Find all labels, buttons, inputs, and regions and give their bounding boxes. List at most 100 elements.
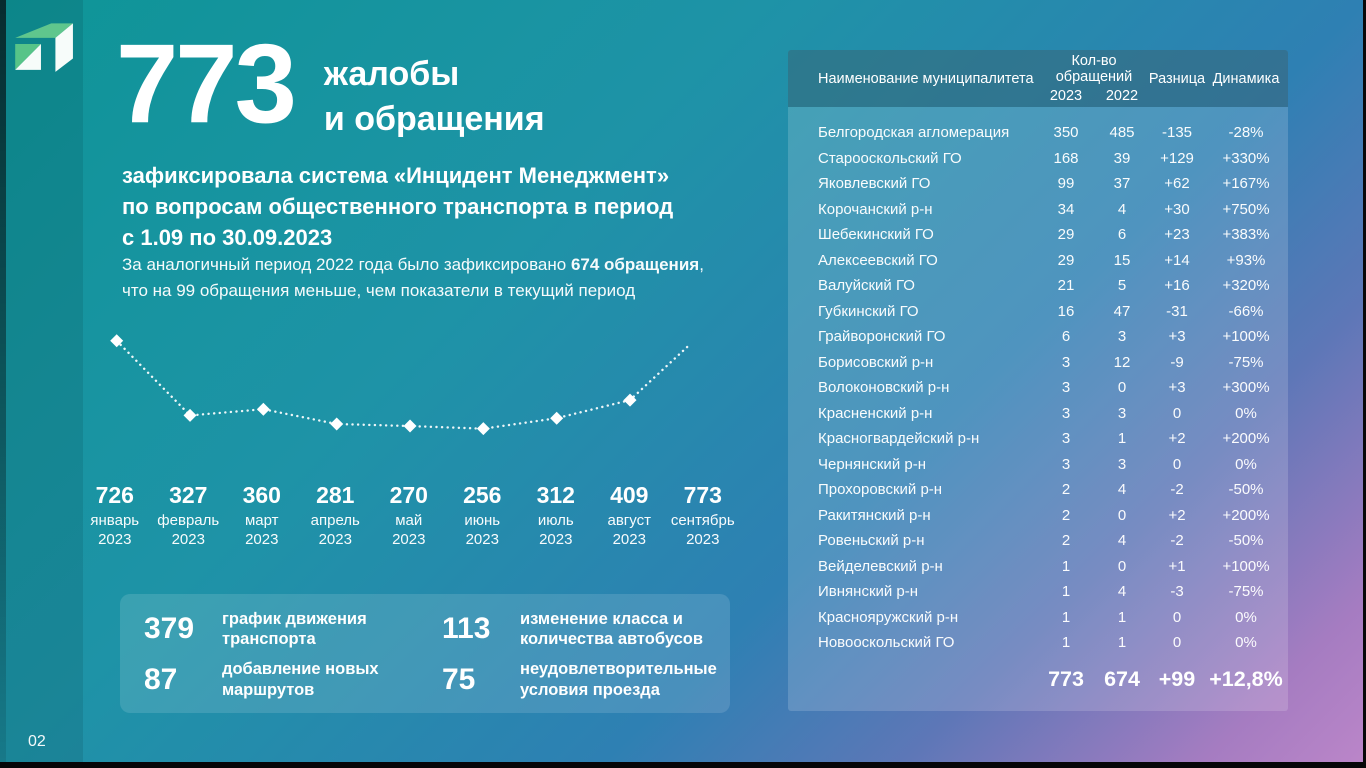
row-dynamics: -75% [1228, 353, 1264, 371]
month-name: февраль [157, 512, 220, 530]
data-point-diamond [256, 402, 270, 416]
row-2022: 5 [1117, 277, 1127, 295]
row-difference: +3 [1168, 328, 1186, 346]
row-municipality: Красненский р-н [818, 404, 933, 422]
stat-value: 379 [144, 612, 195, 646]
table-row: Новооскольский ГО 1 1 0 0% [788, 630, 1288, 656]
row-dynamics: +167% [1222, 175, 1270, 193]
headline-label: жалобы и обращения [324, 52, 545, 142]
row-municipality: Ракитянский р-н [818, 506, 931, 524]
row-municipality: Красногвардейский р-н [818, 430, 980, 448]
month-label: 256 июнь 2023 [446, 482, 520, 550]
headline: 773 жалобы и обращения [116, 28, 545, 142]
table-body: Белгородская агломерация 350 485 -135 -2… [788, 107, 1288, 656]
month-label: 281 апрель 2023 [299, 482, 373, 550]
table-row: Старооскольский ГО 168 39 +129 +330% [788, 146, 1288, 172]
comparison-note: За аналогичный период 2022 года было заф… [122, 255, 704, 300]
table-row: Шебекинский ГО 29 6 +23 +383% [788, 222, 1288, 248]
row-2023: 2 [1061, 481, 1071, 499]
row-municipality: Корочанский р-н [818, 200, 933, 218]
row-municipality: Борисовский р-н [818, 353, 934, 371]
row-2022: 4 [1117, 200, 1127, 218]
left-margin-shade [0, 0, 83, 768]
month-value: 726 [95, 482, 134, 508]
row-2022: 6 [1117, 226, 1127, 244]
row-dynamics: -75% [1228, 583, 1264, 601]
data-point-diamond [623, 393, 637, 407]
stat-item: 113 изменение класса и количества автобу… [442, 604, 730, 655]
table-row: Корочанский р-н 34 4 +30 +750% [788, 197, 1288, 223]
month-year: 2023 [612, 531, 646, 549]
stat-value: 113 [442, 612, 491, 646]
row-dynamics: +750% [1222, 200, 1270, 218]
stat-item: 379 график движения транспорта [144, 604, 432, 655]
headline-number: 773 [116, 21, 297, 146]
table-row: Валуйский ГО 21 5 +16 +320% [788, 273, 1288, 299]
row-difference: +2 [1168, 506, 1186, 524]
header-year-2022: 2022 [1105, 88, 1139, 104]
row-2023: 6 [1061, 328, 1071, 346]
month-year: 2023 [245, 531, 279, 549]
month-year: 2023 [465, 531, 499, 549]
month-name: апрель [310, 512, 360, 530]
row-difference: -9 [1170, 353, 1184, 371]
row-difference: -135 [1161, 124, 1193, 142]
row-municipality: Шебекинский ГО [818, 226, 934, 244]
cube-logo-icon [15, 23, 73, 72]
month-year: 2023 [318, 531, 352, 549]
table-row: Алексеевский ГО 29 15 +14 +93% [788, 248, 1288, 274]
row-2022: 3 [1117, 404, 1127, 422]
row-2023: 3 [1061, 353, 1071, 371]
data-point-diamond [110, 334, 124, 348]
row-2023: 21 [1057, 277, 1075, 295]
monthly-line-chart [110, 334, 689, 436]
row-2023: 34 [1057, 200, 1075, 218]
header-appeals-group: Кол-во обращений 2023 2022 [1038, 50, 1150, 107]
header-dynamics: Динамика [1212, 70, 1280, 87]
row-difference: +62 [1164, 175, 1190, 193]
subtitle-line1: зафиксировала система «Инцидент Менеджме… [122, 163, 670, 188]
row-2022: 0 [1117, 506, 1127, 524]
note-bold-value: 674 обращения [570, 255, 700, 274]
stat-label: добавление новых маршрутов [222, 660, 379, 699]
month-value: 773 [683, 482, 722, 508]
row-municipality: Ровеньский р-н [818, 532, 925, 550]
row-dynamics: 0% [1235, 634, 1257, 652]
table-total-row: 773 674 +99 +12,8% [788, 658, 1288, 702]
row-2023: 1 [1061, 583, 1071, 601]
row-2023: 3 [1061, 379, 1071, 397]
row-dynamics: +320% [1222, 277, 1270, 295]
data-point-diamond [403, 419, 417, 433]
month-value: 270 [389, 482, 428, 508]
month-label: 409 август 2023 [593, 482, 667, 550]
row-difference: +3 [1168, 379, 1186, 397]
table-row: Грайворонский ГО 6 3 +3 +100% [788, 324, 1288, 350]
row-municipality: Алексеевский ГО [818, 251, 938, 269]
headline-label-line1: жалобы [323, 55, 460, 93]
row-difference: +14 [1164, 251, 1190, 269]
table-row: Краснояружский р-н 1 1 0 0% [788, 605, 1288, 631]
month-value: 360 [242, 482, 281, 508]
table-row: Ракитянский р-н 2 0 +2 +200% [788, 503, 1288, 529]
row-2022: 47 [1113, 302, 1131, 320]
row-2023: 29 [1057, 251, 1075, 269]
row-2023: 99 [1057, 175, 1075, 193]
row-dynamics: +200% [1222, 430, 1270, 448]
data-point-diamond [476, 422, 490, 436]
row-municipality: Краснояружский р-н [818, 608, 959, 626]
month-name: август [607, 512, 651, 530]
stat-value: 75 [442, 662, 476, 696]
total-difference: +99 [1158, 667, 1196, 691]
month-name: июль [537, 512, 574, 530]
row-2022: 12 [1113, 353, 1131, 371]
stat-item: 87 добавление новых маршрутов [144, 655, 432, 706]
row-dynamics: +200% [1222, 506, 1270, 524]
complaint-categories-box: 379 график движения транспорта 113 измен… [120, 594, 730, 713]
month-label: 327 февраль 2023 [152, 482, 226, 550]
row-2022: 3 [1117, 328, 1127, 346]
row-2022: 1 [1117, 608, 1127, 626]
row-difference: -3 [1170, 583, 1184, 601]
row-municipality: Чернянский р-н [818, 455, 926, 473]
row-difference: 0 [1172, 455, 1182, 473]
